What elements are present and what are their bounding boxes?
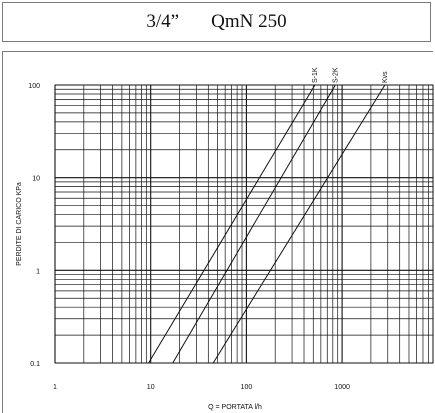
labels: S-1K S-2K Kvs 1 10 100 1000 0.1 1 10 100 Q = PORTAT… [16, 67, 389, 411]
series-label-kvs: Kvs [382, 71, 389, 83]
x-tick-label: 1000 [334, 384, 350, 391]
y-tick-label: 1 [36, 268, 40, 275]
x-tick-label: 100 [241, 384, 253, 391]
x-tick-label: 10 [147, 384, 155, 391]
plot-frame [54, 84, 434, 364]
series-line-kvs [212, 84, 386, 364]
header-size: 3/4” [146, 11, 180, 32]
chart-frame [2, 51, 433, 413]
y-axis-title: PERDITE DI CARICO KPa [16, 182, 23, 266]
header-box: 3/4” QmN 250 [2, 2, 431, 42]
header-title: 3/4” QmN 250 [3, 3, 430, 41]
grid [54, 84, 434, 364]
y-tick-label: 100 [28, 83, 40, 90]
series-label-s-2k: S-2K [332, 67, 339, 83]
x-tick-label: 1 [53, 384, 57, 391]
y-tick-label: 10 [32, 176, 40, 183]
header-flow: QmN 250 [211, 11, 287, 32]
series-label-s-1k: S-1K [312, 67, 319, 83]
y-tick-label: 0.1 [30, 361, 40, 368]
x-axis-title: Q = PORTATA l/h [208, 404, 262, 411]
series-line-s-2k [172, 84, 336, 364]
series-line-s-1k [148, 84, 316, 364]
series-lines [148, 84, 386, 364]
